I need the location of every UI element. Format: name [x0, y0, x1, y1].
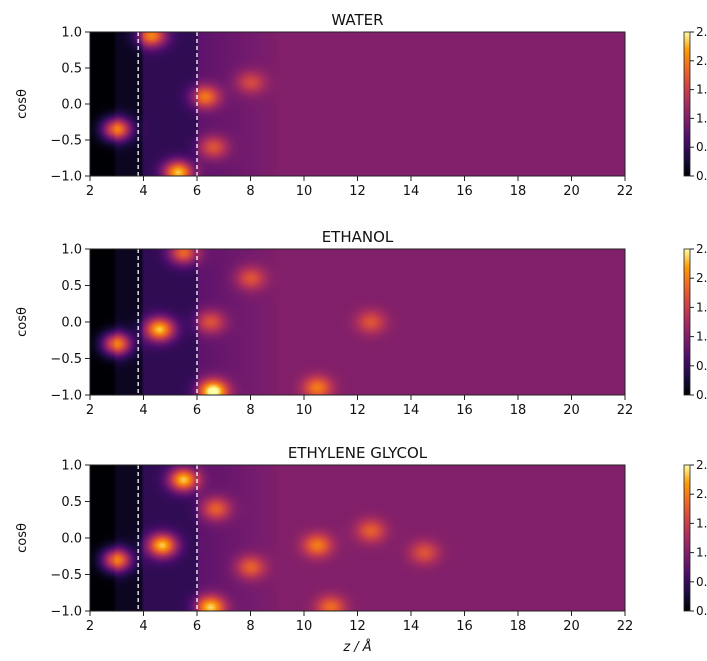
colorbar	[683, 248, 691, 396]
heatmap-panel-1: WATER 2 4 6 8 10 12 14 16 18 20 22 1.0 0.5 0.0 −0.5 −1.0…	[15, 11, 707, 199]
x-tick-label: 14	[403, 184, 420, 199]
y-tick-label: −1.0	[50, 389, 82, 404]
y-tick-label: −0.5	[50, 134, 82, 149]
colorbar-tick-label: 0.0	[696, 388, 707, 402]
colorbar-tick-label: 0.5	[696, 359, 707, 373]
x-tick-label: 20	[563, 619, 580, 634]
x-axis-label: z / Å	[342, 639, 371, 655]
y-tick-label: −0.5	[50, 568, 82, 583]
x-tick-label: 8	[246, 403, 254, 418]
y-axis-label: cosθ	[15, 89, 30, 119]
x-tick-label: 16	[456, 184, 473, 199]
colorbar-tick-label: 2.5	[696, 458, 707, 472]
y-axis-label: cosθ	[15, 307, 30, 337]
x-tick-label: 18	[510, 184, 527, 199]
colorbar-tick-label: 1.5	[696, 516, 707, 530]
y-tick-label: 0.0	[61, 532, 82, 547]
x-tick-label: 20	[563, 184, 580, 199]
colorbar-tick-label: 2.5	[696, 25, 707, 39]
x-tick-label: 2	[86, 619, 94, 634]
panel-title: WATER	[331, 11, 383, 29]
x-tick-label: 6	[193, 184, 201, 199]
colorbar-tick-label: 0.0	[696, 169, 707, 183]
y-tick-label: 0.0	[61, 316, 82, 331]
x-tick-label: 2	[86, 403, 94, 418]
x-tick-label: 14	[403, 403, 420, 418]
y-tick-label: 1.0	[61, 26, 82, 41]
colorbar-tick-label: 1.0	[696, 330, 707, 344]
panel-title: ETHYLENE GLYCOL	[288, 444, 428, 462]
y-tick-label: −0.5	[50, 352, 82, 367]
colorbar-tick-label: 2.0	[696, 54, 707, 68]
panel-title: ETHANOL	[322, 228, 394, 246]
colorbar-tick-label: 1.5	[696, 83, 707, 97]
colorbar-tick-label: 0.5	[696, 140, 707, 154]
y-tick-label: 0.5	[61, 62, 82, 77]
colorbar	[683, 464, 691, 612]
x-tick-label: 10	[296, 619, 313, 634]
heatmap-image	[90, 465, 625, 611]
colorbar-tick-label: 1.0	[696, 546, 707, 560]
colorbar-tick-label: 2.0	[696, 487, 707, 501]
x-tick-label: 16	[456, 619, 473, 634]
y-tick-label: 1.0	[61, 243, 82, 258]
x-tick-label: 6	[193, 403, 201, 418]
x-tick-label: 10	[296, 184, 313, 199]
x-tick-label: 8	[246, 184, 254, 199]
colorbar-tick-label: 1.0	[696, 111, 707, 125]
heatmap-image	[90, 249, 625, 395]
y-tick-label: 1.0	[61, 459, 82, 474]
x-tick-label: 10	[296, 403, 313, 418]
y-tick-label: 0.5	[61, 495, 82, 510]
x-tick-label: 18	[510, 403, 527, 418]
x-tick-label: 6	[193, 619, 201, 634]
heatmap-panel-3: ETHYLENE GLYCOL 2 4 6 8 10 12 14 16 18 20 22 1.0 0.5 0…	[15, 444, 707, 655]
heatmap-panel-2: ETHANOL 2 4 6 8 10 12 14 16 18 20 22 1.0 0.5 0.0 −0.5 −1…	[15, 228, 707, 418]
heatmap-image	[90, 32, 625, 176]
colorbar-tick-label: 2.0	[696, 271, 707, 285]
colorbar-tick-label: 0.5	[696, 575, 707, 589]
x-tick-label: 22	[617, 619, 634, 634]
x-tick-label: 4	[139, 184, 147, 199]
x-tick-label: 8	[246, 619, 254, 634]
x-tick-label: 2	[86, 184, 94, 199]
x-tick-label: 4	[139, 403, 147, 418]
x-tick-label: 22	[617, 184, 634, 199]
y-tick-label: 0.0	[61, 98, 82, 113]
colorbar	[683, 31, 691, 177]
x-tick-label: 16	[456, 403, 473, 418]
x-tick-label: 12	[349, 403, 366, 418]
x-tick-label: 12	[349, 184, 366, 199]
colorbar-tick-label: 0.0	[696, 604, 707, 618]
x-tick-label: 22	[617, 403, 634, 418]
x-tick-label: 12	[349, 619, 366, 634]
x-tick-label: 20	[563, 403, 580, 418]
colorbar-tick-label: 2.5	[696, 242, 707, 256]
y-tick-label: −1.0	[50, 170, 82, 185]
y-tick-label: −1.0	[50, 605, 82, 620]
x-tick-label: 14	[403, 619, 420, 634]
x-tick-label: 18	[510, 619, 527, 634]
colorbar-tick-label: 1.5	[696, 300, 707, 314]
y-axis-label: cosθ	[15, 523, 30, 553]
y-tick-label: 0.5	[61, 279, 82, 294]
x-tick-label: 4	[139, 619, 147, 634]
